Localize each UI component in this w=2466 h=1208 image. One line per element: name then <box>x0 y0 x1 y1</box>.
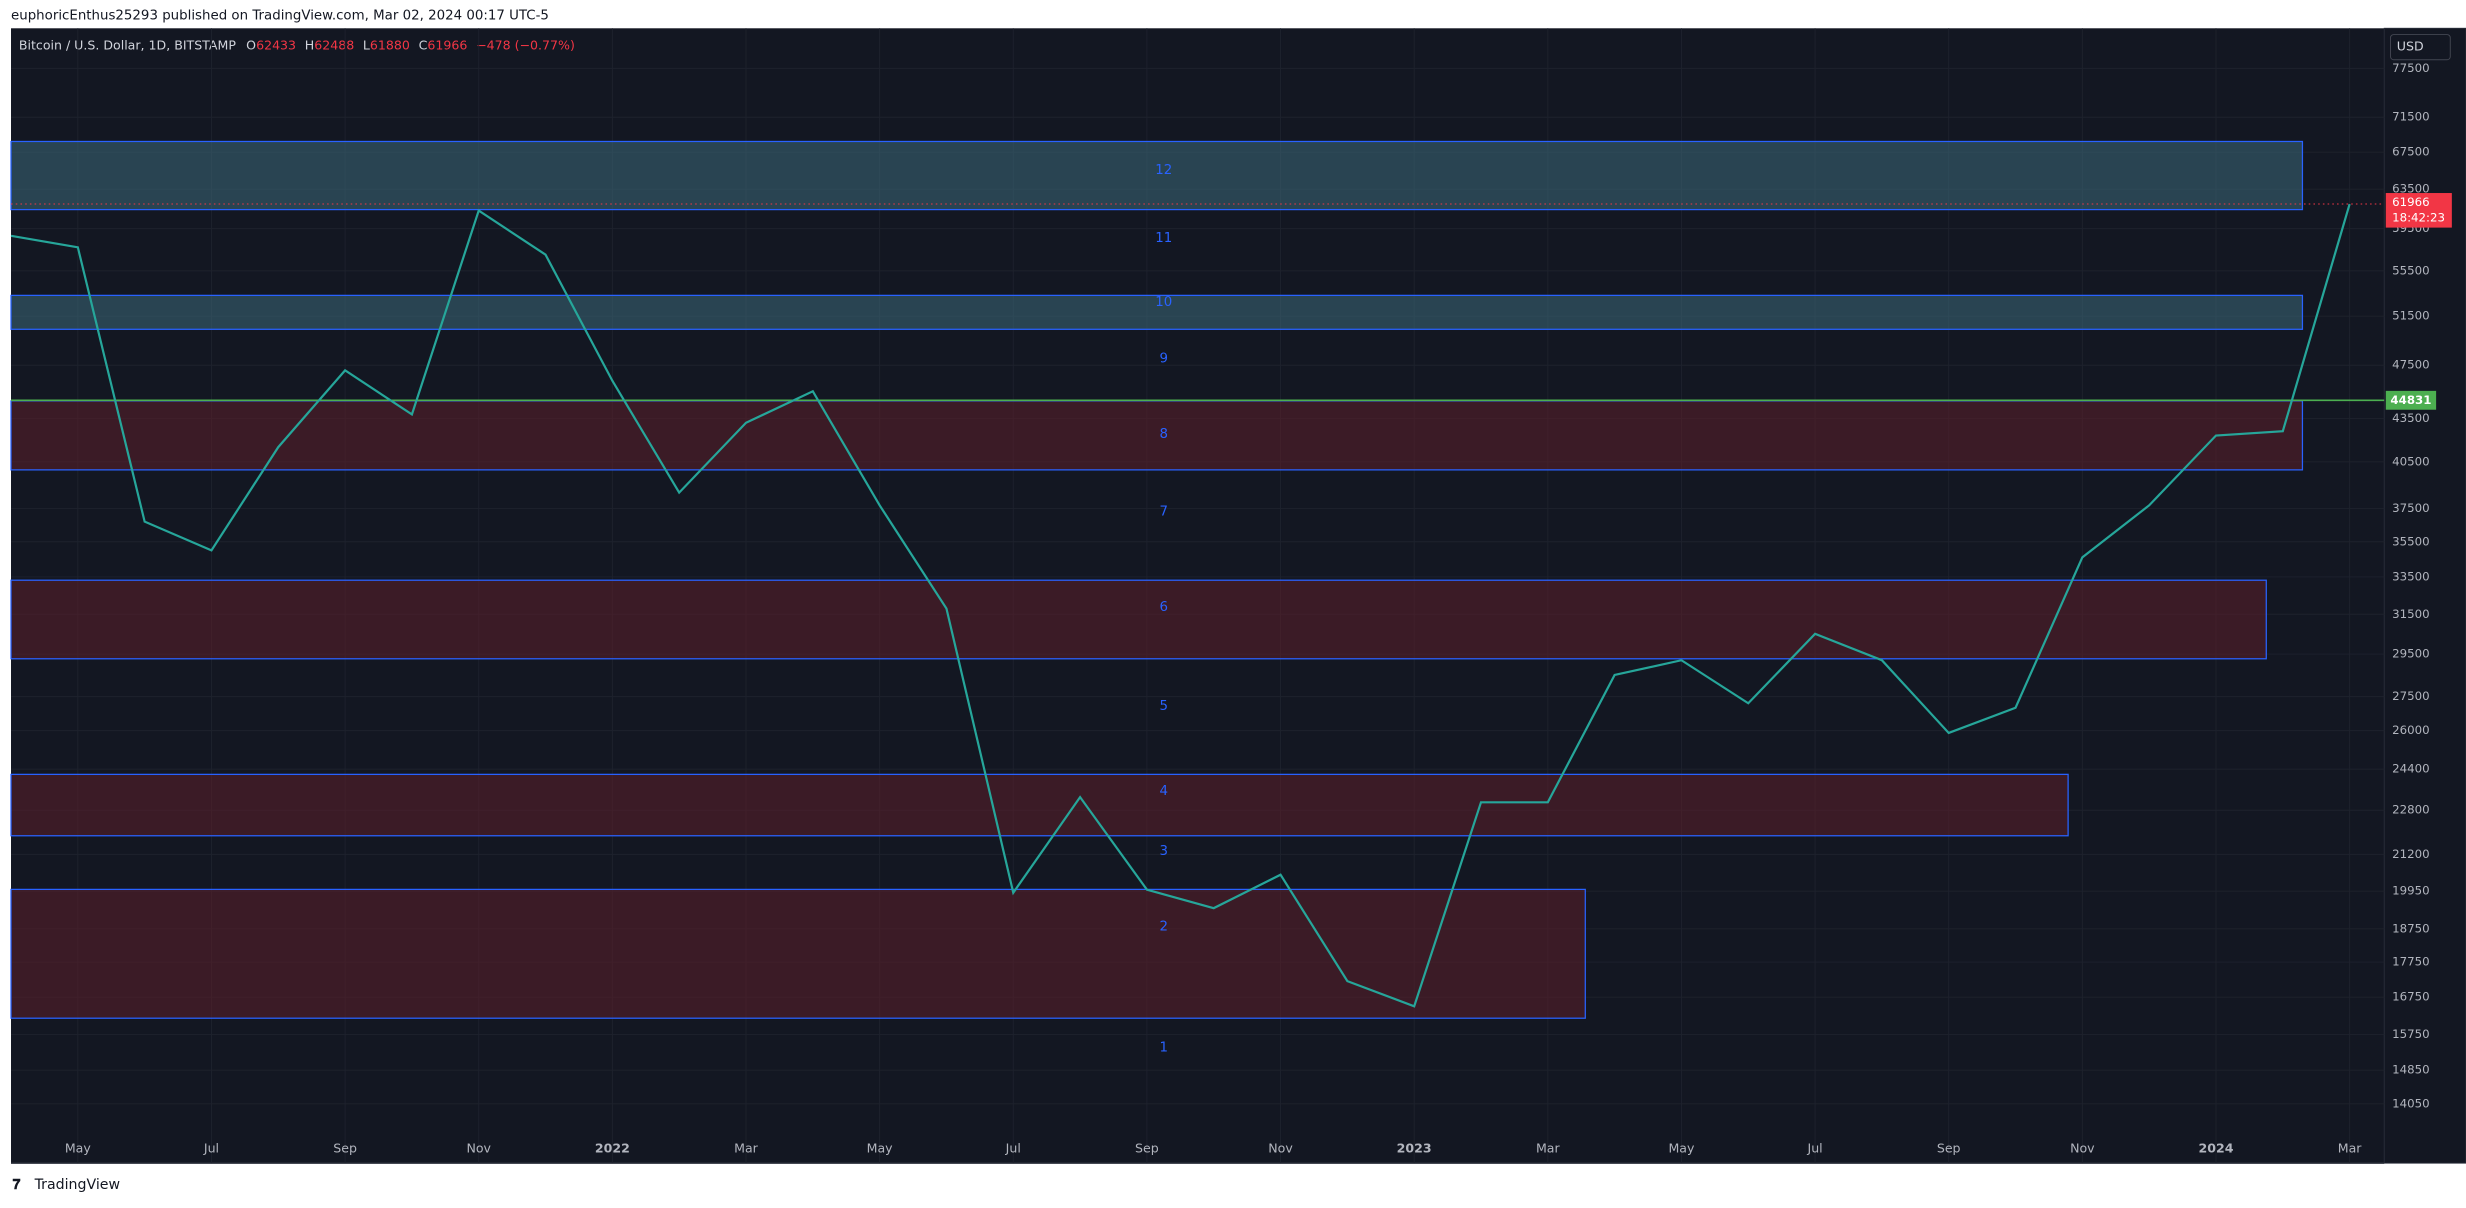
x-tick-label: Sep <box>333 1140 357 1155</box>
x-tick-label: 2024 <box>2198 1140 2233 1155</box>
y-tick-label: 77500 <box>2392 61 2429 75</box>
zone-label: 12 <box>1155 163 1172 178</box>
y-tick-label: 27500 <box>2392 689 2429 703</box>
zone <box>10 579 2267 660</box>
y-tick-label: 51500 <box>2392 309 2429 323</box>
y-tick-label: 18750 <box>2392 921 2429 935</box>
change: −478 (−0.77%) <box>476 37 575 52</box>
y-tick-label: 29500 <box>2392 647 2429 661</box>
ohlc-value: 62433 <box>256 37 296 52</box>
zone <box>10 773 2069 837</box>
zone <box>10 888 1586 1019</box>
ohlc-key: C <box>419 37 428 52</box>
x-tick-label: May <box>65 1140 92 1155</box>
y-tick-label: 47500 <box>2392 358 2429 372</box>
plot: 7750071500675006350059500555005150047500… <box>10 28 2452 1164</box>
ohlc-key: L <box>363 37 370 52</box>
price-line <box>10 203 2351 1008</box>
last-price-label: 61966 <box>2392 195 2429 209</box>
y-tick-label: 63500 <box>2392 182 2429 196</box>
currency: USD <box>2397 39 2424 54</box>
logo-mark: 𝟕 <box>13 1177 21 1193</box>
countdown: 18:42:23 <box>2392 211 2445 225</box>
y-tick-label: 15750 <box>2392 1027 2429 1041</box>
zone-label: 5 <box>1160 699 1169 714</box>
zone-label: 3 <box>1160 844 1169 859</box>
y-tick-label: 14050 <box>2392 1096 2429 1110</box>
symbol: Bitcoin / U.S. Dollar, 1D, BITSTAMP <box>19 37 236 52</box>
x-tick-label: Sep <box>1135 1140 1159 1155</box>
x-tick-label: May <box>1668 1140 1695 1155</box>
y-tick-label: 24400 <box>2392 762 2429 776</box>
x-tick-label: Sep <box>1937 1140 1961 1155</box>
zone <box>10 294 2304 330</box>
y-tick-label: 55500 <box>2392 263 2429 277</box>
level-label: 44831 <box>2390 393 2431 407</box>
brand: TradingView <box>34 1177 120 1193</box>
zone <box>10 140 2304 211</box>
y-tick-label: 67500 <box>2392 145 2429 159</box>
zone-label: 4 <box>1160 784 1169 799</box>
zone-label: 8 <box>1160 427 1169 442</box>
y-tick-label: 14850 <box>2392 1063 2429 1077</box>
zone-label: 6 <box>1160 600 1169 615</box>
x-tick-label: Mar <box>734 1140 759 1155</box>
x-tick-label: Nov <box>1268 1140 1293 1155</box>
zone <box>10 400 2304 471</box>
y-tick-label: 21200 <box>2392 847 2429 861</box>
ohlc-key: H <box>305 37 314 52</box>
ohlc-value: 61880 <box>370 37 410 52</box>
x-tick-label: Nov <box>2070 1140 2095 1155</box>
x-tick-label: 2022 <box>595 1140 630 1155</box>
ohlc-value: 62488 <box>314 37 354 52</box>
y-tick-label: 17750 <box>2392 955 2429 969</box>
y-tick-label: 71500 <box>2392 110 2429 124</box>
y-tick-label: 40500 <box>2392 454 2429 468</box>
zone-label: 7 <box>1160 504 1169 519</box>
x-tick-label: May <box>867 1140 894 1155</box>
zone-label: 10 <box>1155 295 1172 310</box>
zone-label: 1 <box>1160 1040 1169 1055</box>
x-tick-label: Jul <box>1806 1140 1822 1155</box>
zone-label: 11 <box>1155 231 1172 246</box>
y-tick-label: 16750 <box>2392 990 2429 1004</box>
y-tick-label: 37500 <box>2392 501 2429 515</box>
last-price-tag <box>2385 193 2452 228</box>
y-tick-label: 33500 <box>2392 569 2429 583</box>
x-tick-label: Nov <box>466 1140 491 1155</box>
legend: Bitcoin / U.S. Dollar, 1D, BITSTAMP O624… <box>19 37 575 52</box>
ohlc-key: O <box>246 37 256 52</box>
zone-label: 9 <box>1160 352 1169 367</box>
y-tick-label: 43500 <box>2392 411 2429 425</box>
y-tick-label: 22800 <box>2392 803 2429 817</box>
y-tick-label: 26000 <box>2392 723 2429 737</box>
x-tick-label: Jul <box>1005 1140 1021 1155</box>
ohlc-value: 61966 <box>427 37 467 52</box>
y-tick-label: 35500 <box>2392 534 2429 548</box>
level-tag <box>2385 390 2437 410</box>
x-tick-label: Jul <box>203 1140 219 1155</box>
x-tick-label: 2023 <box>1397 1140 1432 1155</box>
x-tick-label: Mar <box>2338 1140 2363 1155</box>
publish-info: euphoricEnthus25293 published on Trading… <box>11 9 549 24</box>
zone-label: 2 <box>1160 920 1169 935</box>
y-tick-label: 19950 <box>2392 884 2429 898</box>
x-tick-label: Mar <box>1536 1140 1561 1155</box>
y-tick-label: 31500 <box>2392 607 2429 621</box>
currency-button[interactable] <box>2390 34 2451 61</box>
